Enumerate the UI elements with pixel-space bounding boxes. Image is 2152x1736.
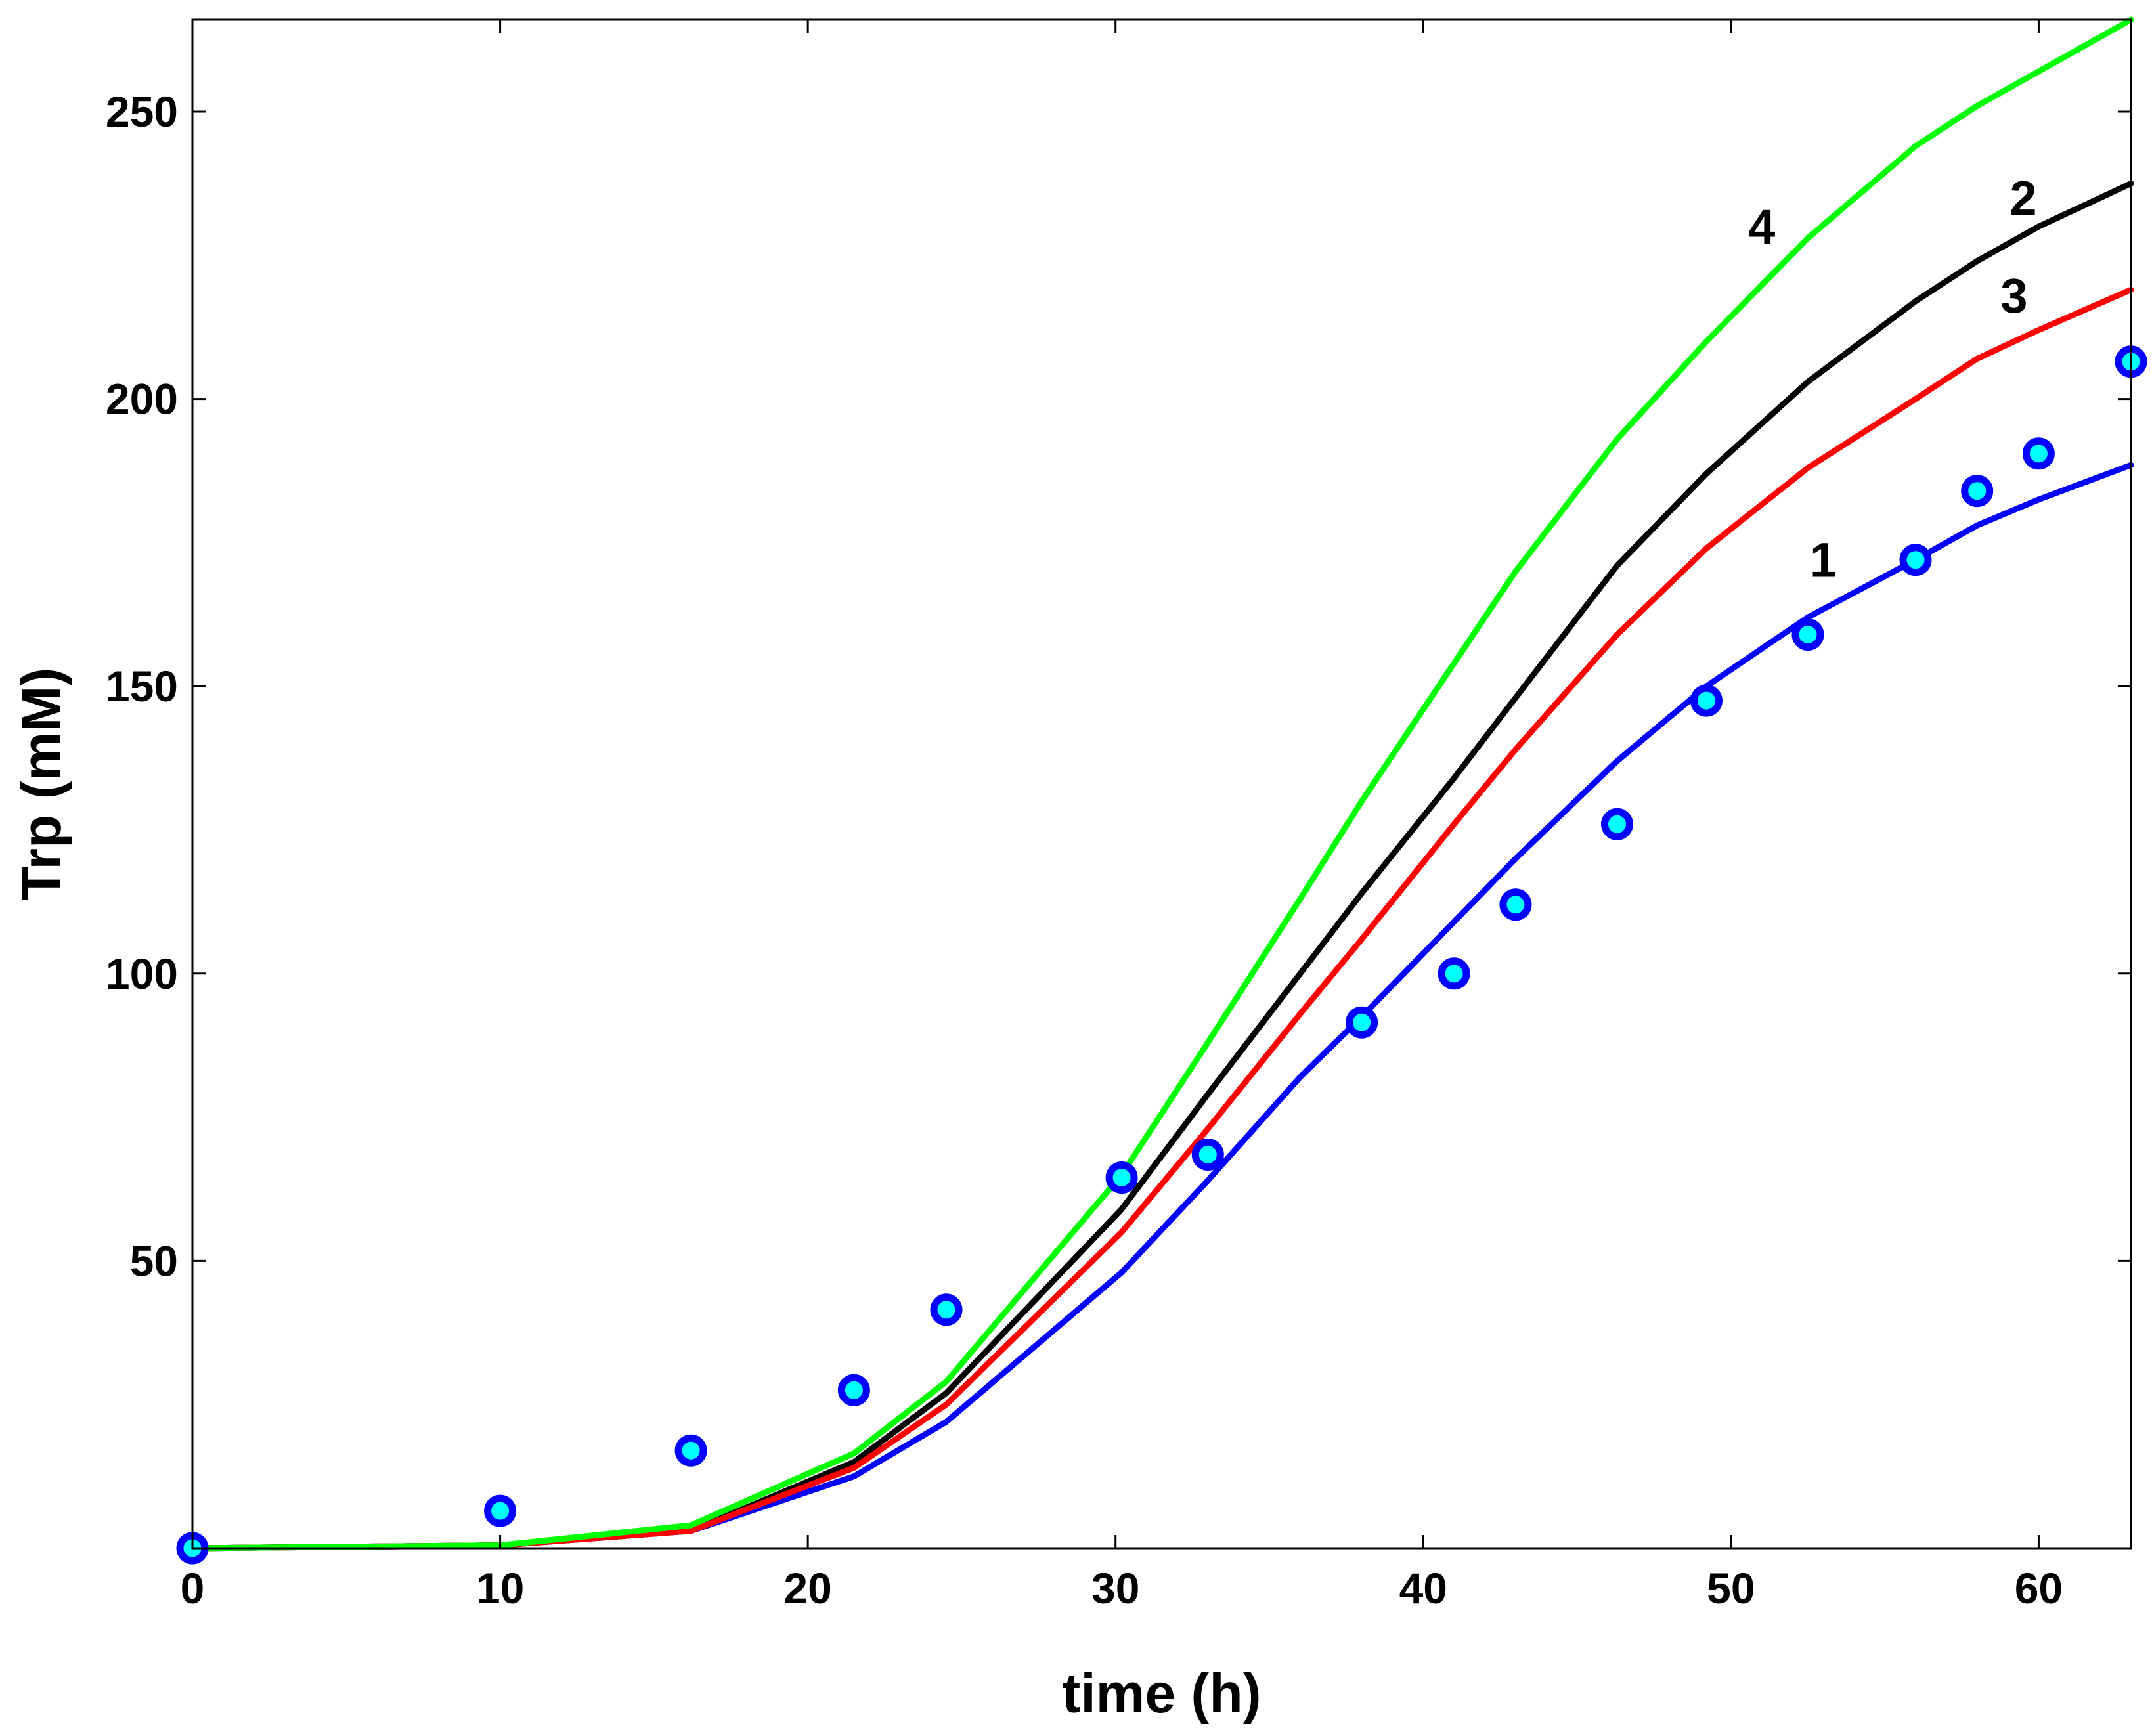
- observed-point: [484, 1494, 517, 1527]
- observed-point: [2022, 437, 2055, 470]
- observed-point: [674, 1434, 707, 1467]
- observed-point: [930, 1293, 963, 1326]
- plot-frame: [191, 18, 2132, 1550]
- y-tick-label: 200: [106, 375, 178, 423]
- y-tick-label: 100: [106, 949, 178, 998]
- y-axis-label: Trp (mM): [11, 668, 72, 901]
- y-tick-label: 250: [106, 87, 178, 136]
- curve-label-2: 2: [2009, 171, 2036, 225]
- curve-label-1: 1: [1810, 533, 1837, 588]
- x-tick-label: 60: [2015, 1564, 2063, 1613]
- x-axis-label: time (h): [1062, 1662, 1261, 1724]
- x-tick-label: 50: [1707, 1564, 1755, 1613]
- ticks-layer: 0 10 20 30 40 50 60 50 100 150 200 250: [106, 20, 2131, 1613]
- curve-label-3: 3: [2000, 269, 2027, 323]
- series-line-3: [189, 286, 2134, 1552]
- y-tick-label: 150: [106, 662, 178, 710]
- series-line-2: [189, 180, 2134, 1552]
- observed-point: [1791, 618, 1824, 651]
- x-tick-label: 20: [783, 1564, 831, 1613]
- y-tick-label: 50: [130, 1236, 178, 1285]
- x-tick-label: 40: [1399, 1564, 1447, 1613]
- x-tick-label: 30: [1091, 1564, 1139, 1613]
- observed-point: [837, 1374, 870, 1406]
- curve-label-4: 4: [1748, 200, 1775, 254]
- observed-point: [1690, 684, 1723, 717]
- observed-point: [1899, 544, 1932, 576]
- series-line-4: [189, 16, 2134, 1552]
- observed-point: [1499, 888, 1532, 921]
- x-tick-label: 10: [476, 1564, 524, 1613]
- x-tick-label: 0: [181, 1564, 205, 1613]
- observed-point: [1105, 1161, 1138, 1194]
- observed-point: [1191, 1139, 1224, 1171]
- observed-point: [1601, 808, 1633, 840]
- observed-points-layer: [176, 345, 2147, 1565]
- curve-annotations: 1 2 3 4: [1748, 171, 2036, 587]
- observed-point: [1346, 1006, 1378, 1039]
- observed-point: [1438, 957, 1470, 990]
- observed-point: [1961, 475, 1994, 508]
